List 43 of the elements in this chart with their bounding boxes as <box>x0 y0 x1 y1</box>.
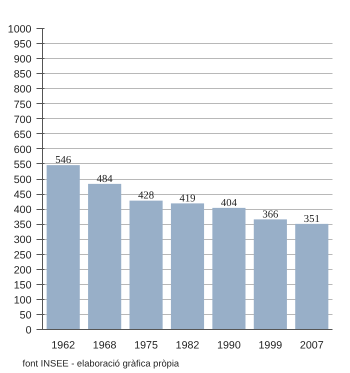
data-label: 484 <box>96 174 114 185</box>
y-tick-label: 850 <box>14 68 32 81</box>
data-label: 351 <box>304 214 320 225</box>
y-tick-label: 300 <box>14 234 32 246</box>
y-tick-label: 200 <box>14 264 32 276</box>
x-tick-label: 1962 <box>51 340 76 352</box>
y-tick-label: 150 <box>14 279 32 292</box>
x-tick-label: 1975 <box>134 340 158 352</box>
y-tick-label: 950 <box>14 38 32 51</box>
bar <box>254 219 287 330</box>
y-tick-label: 800 <box>14 84 32 96</box>
y-tick-label: 900 <box>14 54 32 66</box>
text: font INSEE - elaboració gràfica pròpia <box>22 358 180 368</box>
bar <box>130 200 163 330</box>
y-tick-label: 650 <box>14 128 32 141</box>
y-tick-label: 450 <box>14 189 32 202</box>
bar <box>212 208 246 330</box>
x-tick-label: 1990 <box>217 340 241 352</box>
y-tick-label: 750 <box>14 98 32 111</box>
data-label: 366 <box>262 209 280 220</box>
x-tick-label: 1982 <box>176 340 200 352</box>
y-tick-label: 250 <box>14 249 32 262</box>
y-tick-label: 1000 <box>8 24 32 36</box>
y-tick-label: 600 <box>14 144 32 156</box>
data-label: 404 <box>220 198 238 209</box>
x-tick-label: 1999 <box>258 340 282 352</box>
x-tick-label: 2007 <box>300 340 324 352</box>
bar <box>295 224 328 330</box>
bar <box>88 184 122 330</box>
data-label: 419 <box>180 193 196 204</box>
data-label: 546 <box>55 155 72 166</box>
bar <box>170 203 204 330</box>
y-tick-label: 700 <box>14 114 32 126</box>
y-tick-label: 350 <box>14 219 32 232</box>
y-tick-label: 100 <box>14 294 32 306</box>
y-tick-label: 550 <box>14 158 32 171</box>
x-tick-label: 1968 <box>92 340 117 352</box>
bar <box>46 165 80 330</box>
y-tick-label: 500 <box>14 174 32 186</box>
y-tick-label: 400 <box>14 204 32 216</box>
y-tick-label: 0 <box>26 324 32 336</box>
data-label: 428 <box>138 190 154 202</box>
y-tick-label: 50 <box>20 309 32 322</box>
